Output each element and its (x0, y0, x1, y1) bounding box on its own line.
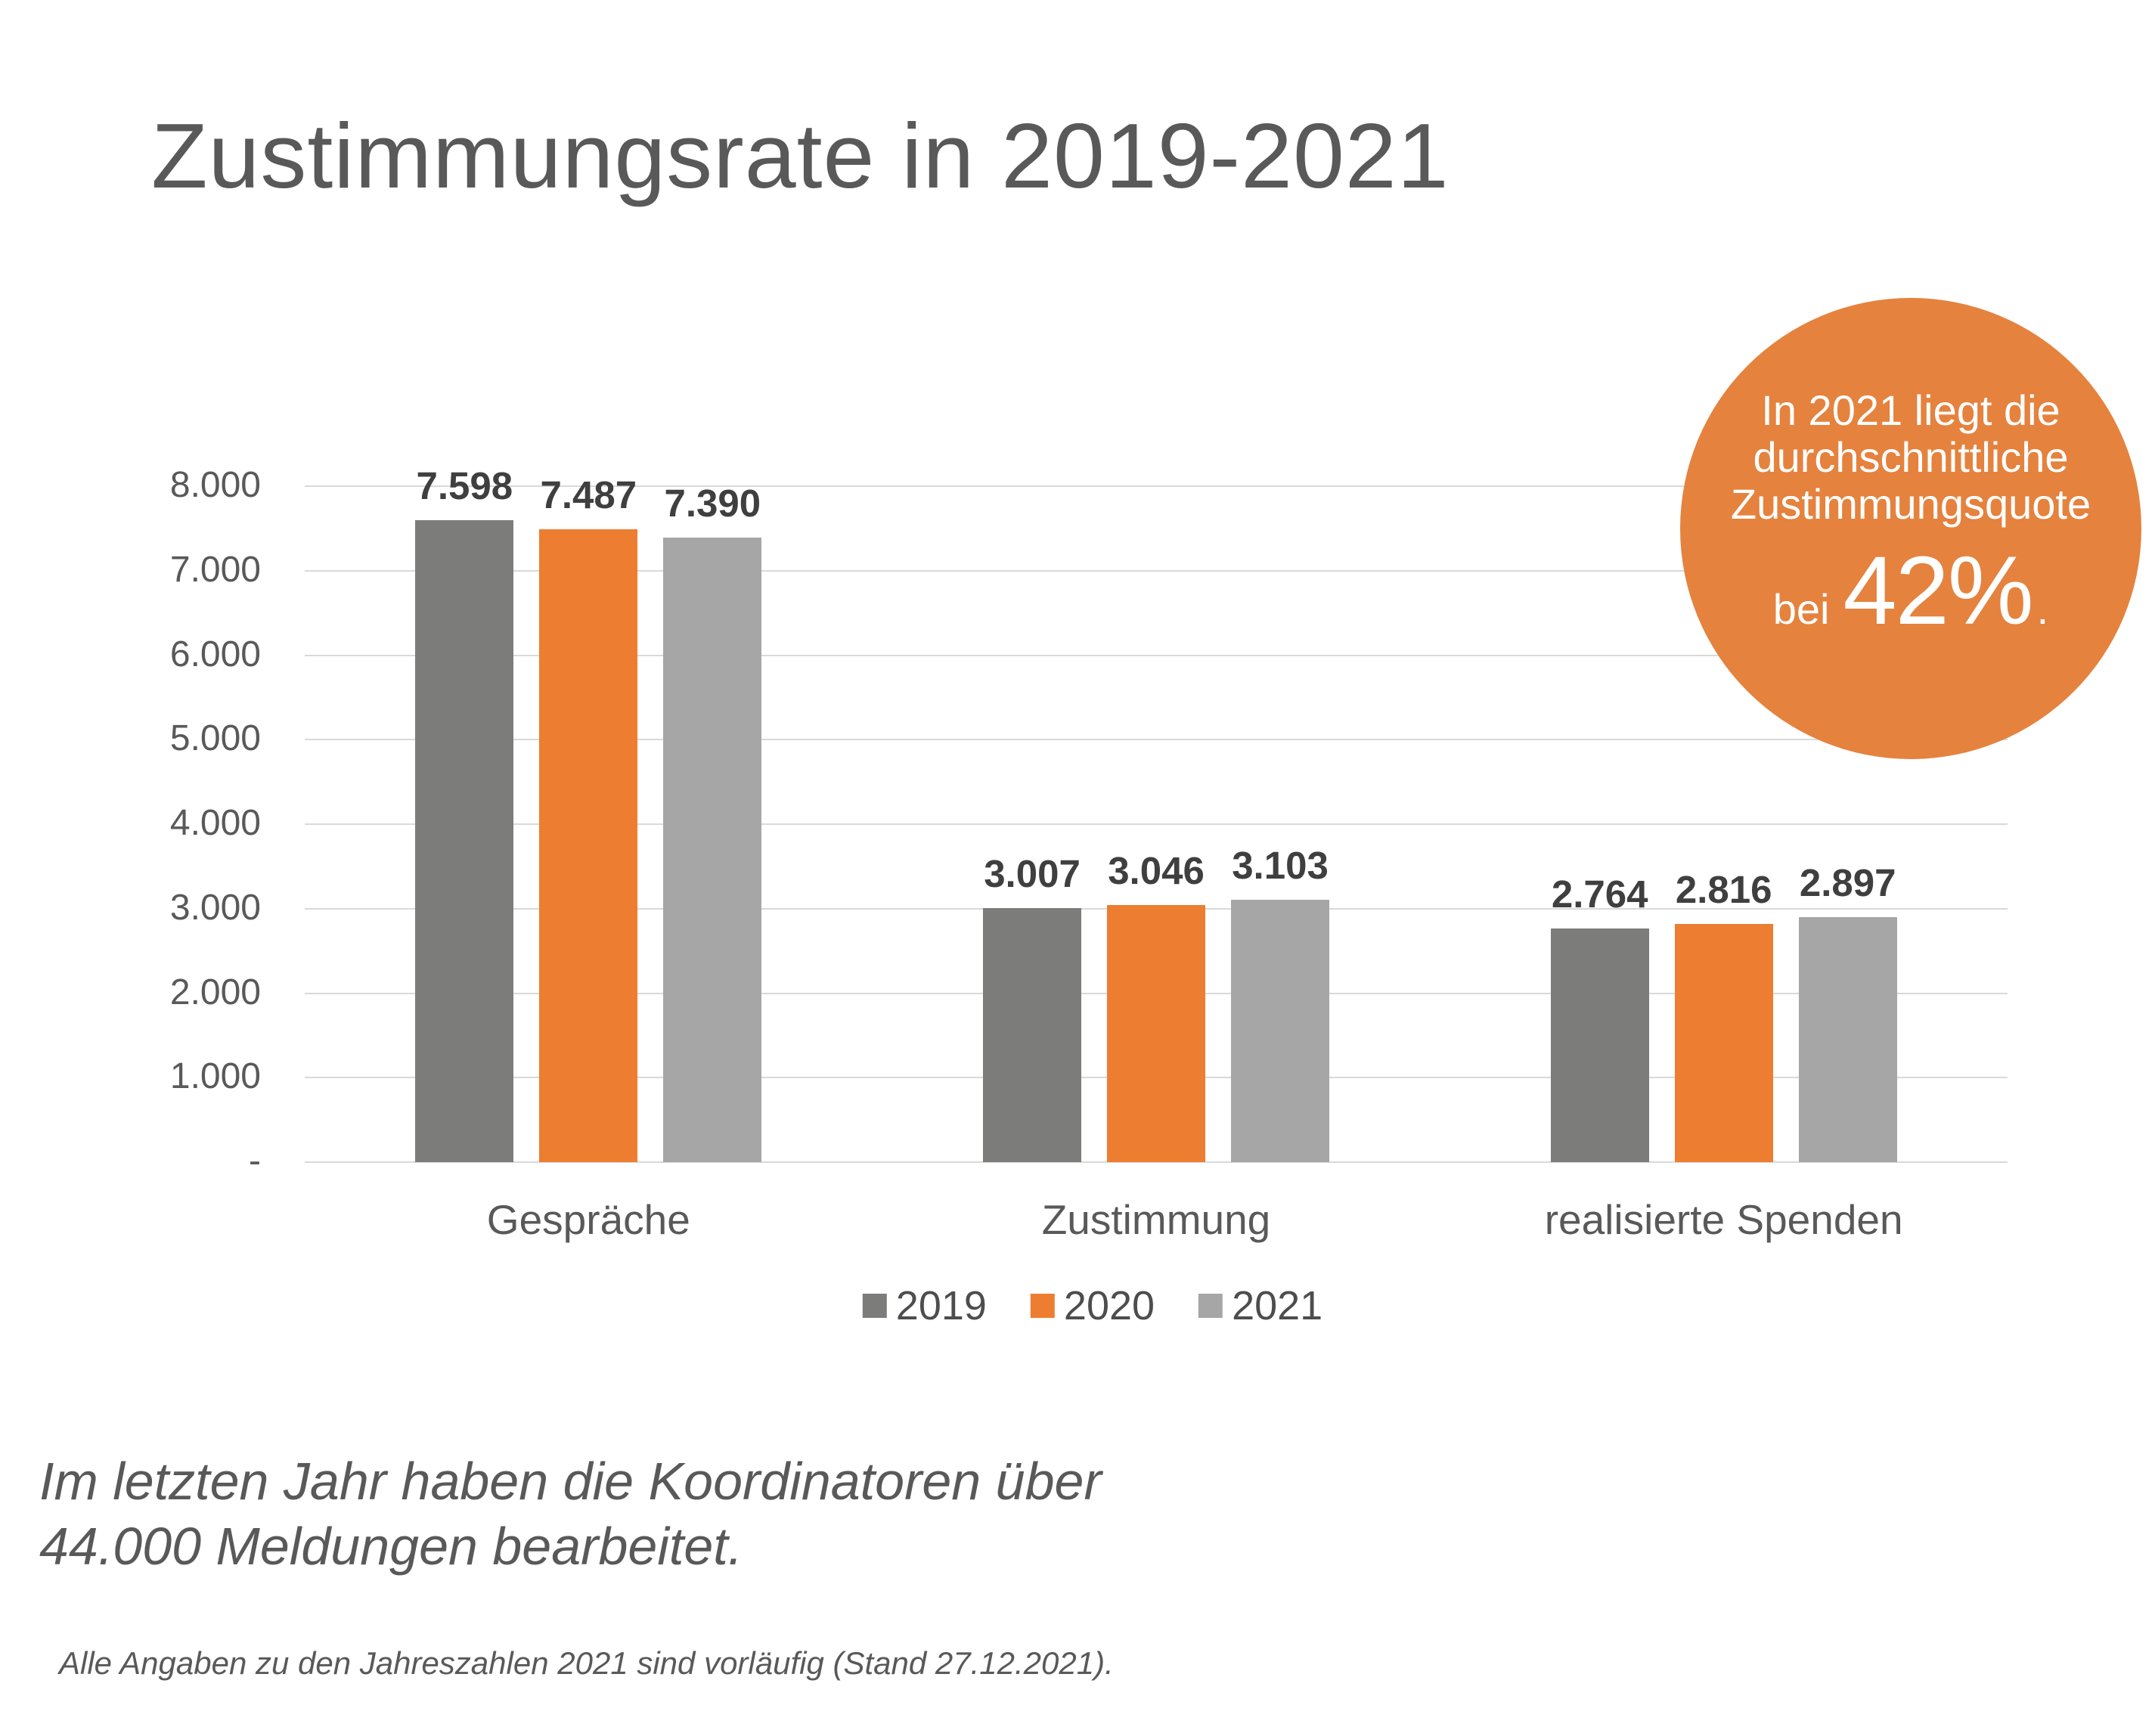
legend-swatch-2019 (862, 1294, 887, 1318)
bar-2021-realisierte Spenden (1798, 917, 1897, 1162)
value-label-2020-Zustimmung: 3.046 (1108, 849, 1205, 892)
page-title: Zustimmungsrate in 2019-2021 (151, 104, 1450, 207)
y-axis-tick--: - (249, 1141, 261, 1181)
note-line-2: 44.000 Meldungen bearbeitet. (39, 1517, 743, 1576)
legend-swatch-2020 (1030, 1294, 1055, 1318)
chart-legend: 2019 2020 2021 (862, 1283, 1322, 1328)
value-label-2020-realisierte Spenden: 2.816 (1675, 868, 1772, 911)
callout-line-3: Zustimmungsquote (1730, 480, 2091, 528)
gridline-- (305, 1161, 2008, 1163)
gridline-4.000 (305, 823, 2008, 825)
highlight-circle: In 2021 liegt die durchschnittliche Zust… (1680, 298, 2141, 759)
x-axis-label-Gespräche: Gespräche (486, 1196, 690, 1243)
y-axis-tick-1.000: 1.000 (169, 1056, 261, 1097)
y-axis-tick-2.000: 2.000 (169, 972, 261, 1012)
legend-label-2021: 2021 (1232, 1283, 1323, 1328)
callout-line-1: In 2021 liegt die (1761, 386, 2060, 434)
y-axis-tick-7.000: 7.000 (169, 549, 261, 590)
legend-item-2020: 2020 (1030, 1283, 1155, 1328)
y-axis-tick-4.000: 4.000 (169, 803, 261, 843)
y-axis-tick-6.000: 6.000 (169, 634, 261, 674)
bar-2021-Gespräche (663, 538, 762, 1162)
legend-item-2021: 2021 (1198, 1285, 1322, 1326)
gridline-8.000 (305, 485, 2008, 487)
value-label-2019-Gespräche: 7.598 (416, 464, 513, 507)
value-label-2019-realisierte Spenden: 2.764 (1551, 873, 1648, 916)
note-line-1: Im letzten Jahr haben die Koordinatoren … (39, 1452, 1102, 1511)
bar-2019-Gespräche (415, 520, 514, 1162)
x-axis-label-realisierte Spenden: realisierte Spenden (1544, 1196, 1903, 1243)
bar-2021-Zustimmung (1231, 900, 1329, 1162)
y-axis-tick-8.000: 8.000 (169, 465, 261, 505)
bar-2019-Zustimmung (983, 908, 1081, 1162)
legend-item-2019: 2019 (862, 1283, 987, 1328)
callout-value: 42% (1843, 537, 2033, 645)
value-label-2021-Gespräche: 7.390 (664, 482, 761, 525)
bar-2020-realisierte Spenden (1674, 924, 1773, 1162)
x-axis-label-Zustimmung: Zustimmung (1041, 1196, 1271, 1243)
gridline-7.000 (305, 569, 2008, 572)
gridline-6.000 (305, 654, 2008, 656)
value-label-2020-Gespräche: 7.487 (540, 473, 637, 516)
bar-2020-Zustimmung (1107, 905, 1205, 1162)
callout-suffix: . (2036, 585, 2049, 633)
callout-line-2: durchschnittliche (1753, 433, 2069, 481)
callout-prefix: bei (1772, 585, 1830, 633)
gridline-5.000 (305, 739, 2008, 741)
value-label-2019-Zustimmung: 3.007 (984, 852, 1081, 895)
bar-2020-Gespräche (539, 529, 638, 1162)
value-label-2021-Zustimmung: 3.103 (1232, 844, 1329, 887)
callout-emphasis-row: bei 42% . (1680, 535, 2141, 646)
footnote: Alle Angaben zu den Jahreszahlen 2021 si… (59, 1645, 1114, 1681)
legend-label-2019: 2019 (895, 1283, 987, 1328)
value-label-2021-realisierte Spenden: 2.897 (1799, 861, 1896, 904)
y-axis-tick-5.000: 5.000 (169, 718, 261, 759)
bar-2019-realisierte Spenden (1550, 928, 1649, 1162)
legend-swatch-2021 (1198, 1294, 1223, 1318)
legend-label-2020: 2020 (1063, 1283, 1155, 1328)
y-axis-tick-3.000: 3.000 (169, 887, 261, 928)
